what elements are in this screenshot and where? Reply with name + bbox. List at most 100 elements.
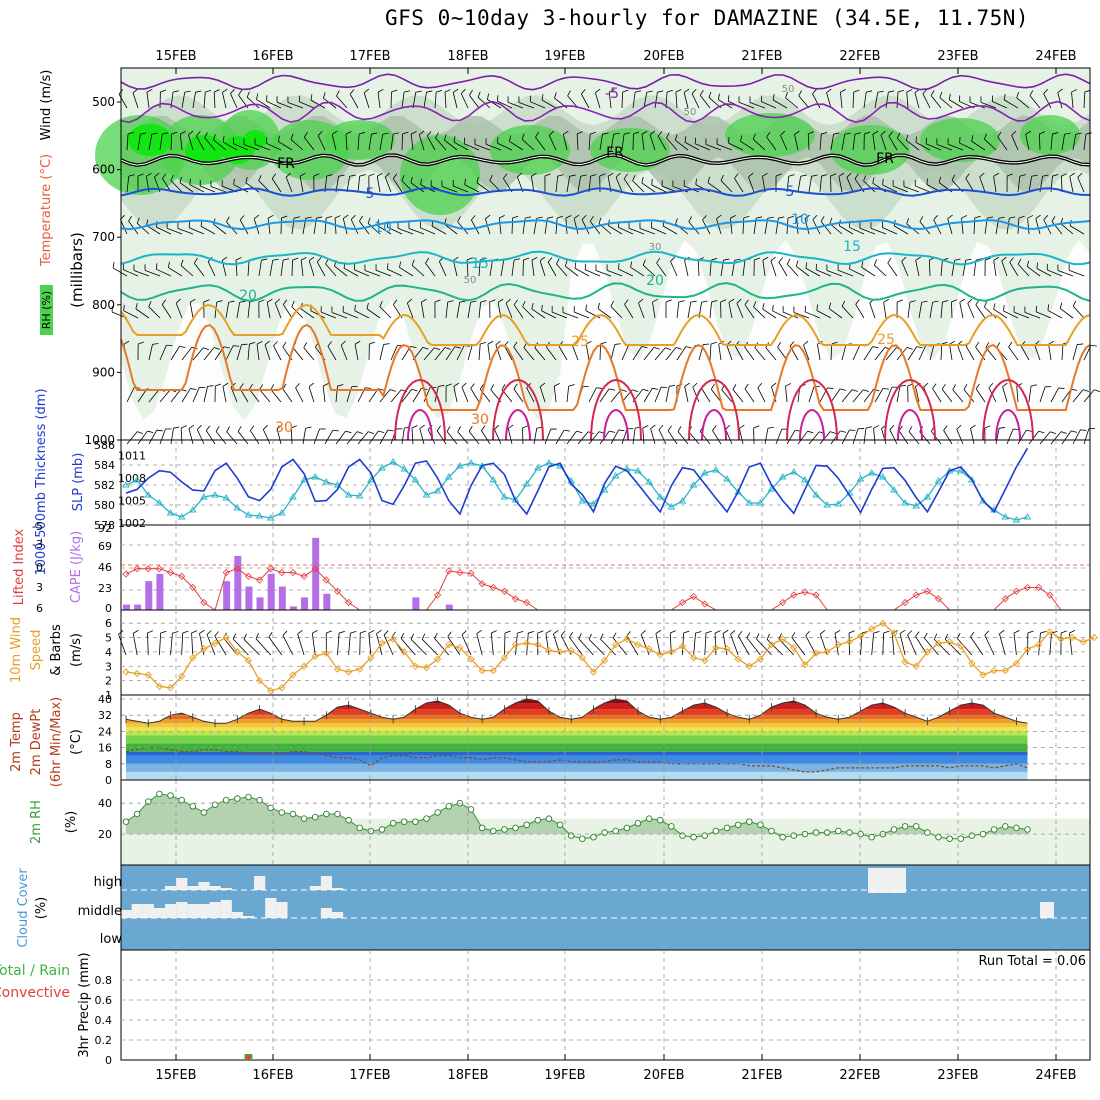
upper-wind-barb <box>952 389 964 403</box>
upper-wind-barb <box>1026 266 1041 277</box>
upper-wind-barb <box>354 344 359 361</box>
upper-wind-barb <box>852 91 855 109</box>
upper-wind-barb <box>192 92 196 109</box>
upper-wind-barb <box>558 345 568 361</box>
upper-wind-barb <box>641 182 656 193</box>
li-marker <box>500 587 508 595</box>
upper-wind-barb <box>585 304 587 311</box>
upper-wind-barb <box>971 135 974 142</box>
contour-label: 50 <box>464 275 477 286</box>
upper-wind-barb <box>873 425 880 429</box>
upper-wind-barb <box>401 389 413 403</box>
upper-wind-barb <box>521 138 535 151</box>
thickness-marker <box>222 494 230 501</box>
wind10m-barb <box>722 629 729 634</box>
contour-label: -5 <box>605 86 619 102</box>
upper-wind-barb <box>494 424 499 430</box>
upper-wind-barb <box>880 130 886 136</box>
thickness-marker <box>734 488 742 495</box>
upper-wind-barb <box>1029 90 1034 96</box>
li-marker <box>812 591 820 599</box>
upper-wind-barb <box>788 174 795 177</box>
upper-wind-barb <box>908 431 920 445</box>
upper-wind-barb <box>885 92 889 109</box>
upper-wind-barb <box>651 184 667 193</box>
upper-wind-barb <box>444 139 458 151</box>
wind10m-marker <box>957 642 965 650</box>
rh2m-marker <box>1013 824 1020 832</box>
slp-axis-label: SLP (mb) <box>71 453 86 512</box>
upper-wind-barb <box>445 383 452 387</box>
upper-wind-barb <box>411 264 425 277</box>
upper-wind-barb <box>189 184 205 193</box>
upper-wind-barb <box>830 343 833 361</box>
upper-wind-barb <box>581 219 590 235</box>
wind10m-marker <box>645 645 653 653</box>
wind10m-barb <box>118 634 127 656</box>
upper-wind-barb <box>720 180 733 193</box>
upper-wind-barb <box>885 386 893 403</box>
upper-wind-barb <box>940 344 943 361</box>
upper-wind-barb <box>276 424 283 429</box>
upper-wind-barb <box>928 259 931 277</box>
cape-ytick: 0 <box>105 602 112 615</box>
thickness-marker <box>467 459 475 466</box>
upper-wind-barb <box>467 302 472 319</box>
cape-ytick: 92 <box>98 522 112 535</box>
cloud-high-cell <box>320 876 333 890</box>
upper-wind-barb <box>464 184 480 193</box>
wind10m-marker <box>189 654 197 662</box>
bottom-date-label: 20FEB <box>643 1068 684 1083</box>
wind10m-barb <box>778 638 795 656</box>
run-total-label: Run Total = 0.06 <box>978 954 1086 969</box>
rh2m-marker <box>356 824 363 832</box>
upper-wind-barb <box>1024 312 1041 319</box>
slp-ytick: 1011 <box>118 450 146 463</box>
upper-wind-barb <box>985 257 991 261</box>
upper-wind-barb <box>336 95 348 109</box>
upper-wind-barb <box>504 345 513 361</box>
upper-wind-barb <box>490 384 495 390</box>
rh2m-marker <box>567 832 575 839</box>
upper-wind-barb <box>598 217 602 224</box>
upper-wind-barb <box>371 132 378 135</box>
upper-wind-barb <box>646 90 653 93</box>
wind10m-barb <box>805 630 810 636</box>
thickness-marker <box>778 473 787 480</box>
upper-wind-barb <box>144 269 161 277</box>
wind10m-barb <box>191 633 194 656</box>
top-date-label: 20FEB <box>643 49 684 64</box>
upper-wind-barb <box>1035 214 1041 219</box>
upper-wind-barb <box>618 268 634 277</box>
upper-wind-barb <box>711 300 718 303</box>
temp2m-line <box>125 698 1028 724</box>
rh2m-marker <box>912 823 920 830</box>
cloud-mid-cell <box>198 904 210 918</box>
wind10m-barb <box>545 629 552 634</box>
upper-wind-barb <box>192 387 200 403</box>
wind10m-barb <box>569 636 583 656</box>
upper-wind-barb <box>497 100 513 109</box>
upper-wind-barb <box>123 269 139 277</box>
thickness-marker <box>244 511 253 518</box>
upper-wind-barb <box>518 102 535 109</box>
upper-wind-barb <box>854 173 859 180</box>
wind10m-barb <box>1027 630 1034 634</box>
upper-wind-barb <box>415 90 422 93</box>
upper-wind-barb <box>710 383 715 390</box>
upper-wind-barb <box>1028 386 1032 403</box>
upper-wind-barb <box>780 130 786 136</box>
thickness-marker <box>745 499 754 506</box>
upper-wind-barb <box>1061 134 1065 151</box>
upper-wind-barb <box>299 176 304 193</box>
upper-wind-barb <box>421 298 427 303</box>
upper-wind-barb <box>1009 216 1016 219</box>
wind10m-barb <box>848 630 855 634</box>
upper-wind-barb <box>317 135 326 151</box>
upper-wind-barb <box>148 389 160 403</box>
precip-ytick: 0.6 <box>95 994 113 1007</box>
upper-wind-barb <box>1070 225 1085 235</box>
upper-wind-barb <box>889 429 898 445</box>
upper-wind-barb <box>936 144 953 151</box>
li-marker <box>166 568 175 577</box>
